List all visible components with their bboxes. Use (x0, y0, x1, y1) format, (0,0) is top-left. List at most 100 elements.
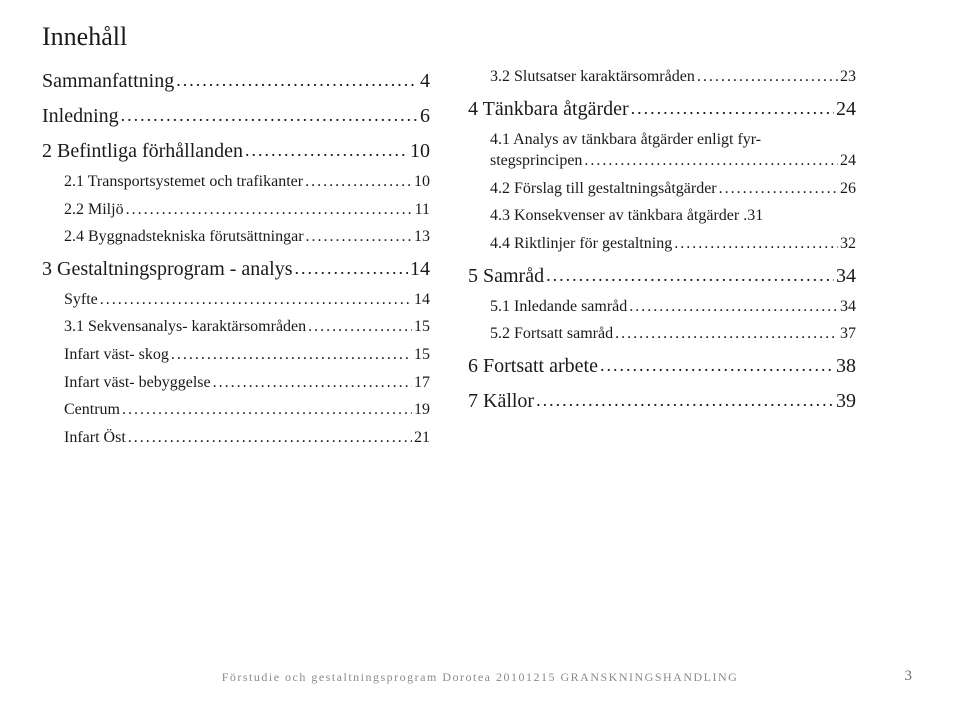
toc-entry: 5.1 Inledande samråd....................… (468, 296, 856, 318)
toc-entry-leader: ........................................… (584, 150, 838, 172)
toc-entry: Syfte...................................… (42, 289, 430, 311)
toc-entry-leader: ........................................… (122, 399, 412, 421)
toc-entry-label: Infart väst- bebyggelse (64, 372, 211, 394)
toc-entry: Inledning...............................… (42, 103, 430, 130)
toc-entry-leader: ........................................… (536, 388, 834, 412)
toc-entry-page: 14 (414, 289, 430, 311)
toc-entry-label: Infart Öst (64, 427, 126, 449)
toc-entry-page: 19 (414, 399, 430, 421)
toc-entry: Infart Öst..............................… (42, 427, 430, 449)
toc-entry-leader: ........................................… (295, 256, 409, 280)
toc-entry-label: 4 Tänkbara åtgärder (468, 96, 629, 123)
toc-entry-label: 3.1 Sekvensanalys- karaktärsområden (64, 316, 306, 338)
toc-entry-page: 11 (415, 199, 430, 221)
toc-entry-page: 24 (836, 96, 856, 123)
toc-entry: Centrum.................................… (42, 399, 430, 421)
toc-entry-page: 10 (414, 171, 430, 193)
toc-entry-label: stegsprincipen (490, 150, 582, 172)
toc-entry: 2.2 Miljö...............................… (42, 199, 430, 221)
toc-entry-label: 5 Samråd (468, 263, 544, 290)
toc-entry: Infart väst- skog.......................… (42, 344, 430, 366)
toc-entry-page: 32 (840, 233, 856, 255)
toc-entry: Sammanfattning..........................… (42, 68, 430, 95)
toc-entry-label: Syfte (64, 289, 98, 311)
toc-entry: 2 Befintliga förhållanden...............… (42, 138, 430, 165)
toc-columns: Sammanfattning..........................… (42, 60, 900, 450)
page-footer: Förstudie och gestaltningsprogram Dorote… (0, 670, 960, 685)
toc-entry: 4.1 Analys av tänkbara åtgärder enligt f… (468, 129, 856, 172)
toc-entry: Infart väst- bebyggelse.................… (42, 372, 430, 394)
toc-entry-label: Sammanfattning (42, 68, 174, 95)
toc-entry: 6 Fortsatt arbete.......................… (468, 353, 856, 380)
toc-entry-leader: ........................................… (305, 171, 412, 193)
toc-entry-page: 34 (836, 263, 856, 290)
toc-entry-label: 2.2 Miljö (64, 199, 124, 221)
toc-entry-leader: ........................................… (176, 68, 418, 92)
toc-column-left: Sammanfattning..........................… (42, 60, 430, 450)
toc-entry: 4.2 Förslag till gestaltningsåtgärder...… (468, 178, 856, 200)
toc-entry-page: 26 (840, 178, 856, 200)
toc-entry: 4 Tänkbara åtgärder.....................… (468, 96, 856, 123)
toc-entry-leader: ........................................… (100, 289, 412, 311)
toc-entry-label: 5.1 Inledande samråd (490, 296, 627, 318)
toc-entry-leader: ........................................… (615, 323, 838, 345)
toc-entry-leader: ........................................… (546, 263, 834, 287)
toc-title: Innehåll (42, 22, 900, 52)
toc-entry-label: 4.2 Förslag till gestaltningsåtgärder (490, 178, 717, 200)
toc-entry: 3 Gestaltningsprogram - analys..........… (42, 256, 430, 283)
toc-entry: 5.2 Fortsatt samråd.....................… (468, 323, 856, 345)
toc-entry-label: 4.4 Riktlinjer för gestaltning (490, 233, 672, 255)
toc-entry-page: 39 (836, 388, 856, 415)
toc-entry-label: 3.2 Slutsatser karaktärsområden (490, 66, 695, 88)
toc-entry-leader: ........................................… (128, 427, 412, 449)
toc-entry-page: 34 (840, 296, 856, 318)
toc-entry-leader: ........................................… (306, 226, 412, 248)
toc-entry-page: 38 (836, 353, 856, 380)
toc-entry-label: Infart väst- skog (64, 344, 169, 366)
toc-entry-leader: ........................................… (719, 178, 838, 200)
toc-entry: 4.3 Konsekvenser av tänkbara åtgärder.31 (468, 205, 856, 227)
toc-entry: 2.1 Transportsystemet och trafikanter...… (42, 171, 430, 193)
toc-entry-label: 7 Källor (468, 388, 534, 415)
toc-entry-label: 3 Gestaltningsprogram - analys (42, 256, 293, 283)
toc-entry-label: 2.4 Byggnadstekniska förutsättningar (64, 226, 304, 248)
toc-entry-page: 23 (840, 66, 856, 88)
toc-entry-leader: ........................................… (629, 296, 838, 318)
toc-entry: 2.4 Byggnadstekniska förutsättningar....… (42, 226, 430, 248)
toc-entry: 3.2 Slutsatser karaktärsområden.........… (468, 66, 856, 88)
toc-entry-page: 14 (410, 256, 430, 283)
toc-entry-continuation: stegsprincipen..........................… (490, 150, 856, 172)
toc-entry-page: 4 (420, 68, 430, 95)
toc-entry-leader: ........................................… (245, 138, 408, 162)
toc-entry: 3.1 Sekvensanalys- karaktärsområden.....… (42, 316, 430, 338)
toc-entry-page: 13 (414, 226, 430, 248)
toc-entry-leader: ........................................… (121, 103, 418, 127)
toc-entry-page: 6 (420, 103, 430, 130)
toc-entry-page: 21 (414, 427, 430, 449)
toc-entry-page: 37 (840, 323, 856, 345)
toc-entry-leader: ........................................… (308, 316, 412, 338)
toc-entry-label: 5.2 Fortsatt samråd (490, 323, 613, 345)
toc-entry-page: 24 (840, 150, 856, 172)
toc-entry-page: 15 (414, 316, 430, 338)
toc-entry-label: 2 Befintliga förhållanden (42, 138, 243, 165)
toc-entry-page: 17 (414, 372, 430, 394)
page: Innehåll Sammanfattning.................… (0, 0, 960, 707)
toc-entry-label: 2.1 Transportsystemet och trafikanter (64, 171, 303, 193)
toc-entry-leader: ........................................… (697, 66, 838, 88)
toc-column-right: 3.2 Slutsatser karaktärsområden.........… (468, 60, 856, 450)
toc-entry-leader: ........................................… (674, 233, 838, 255)
toc-entry-leader: ........................................… (126, 199, 413, 221)
footer-text: Förstudie och gestaltningsprogram Dorote… (222, 670, 739, 685)
toc-entry-label: 4.1 Analys av tänkbara åtgärder enligt f… (490, 129, 856, 151)
toc-entry-label: Inledning (42, 103, 119, 130)
toc-entry-leader: ........................................… (600, 353, 834, 377)
toc-entry: 7 Källor................................… (468, 388, 856, 415)
toc-entry-page: 10 (410, 138, 430, 165)
toc-entry-leader: ........................................… (171, 344, 412, 366)
toc-entry: 5 Samråd................................… (468, 263, 856, 290)
toc-entry: 4.4 Riktlinjer för gestaltning..........… (468, 233, 856, 255)
toc-entry-page: .31 (743, 205, 763, 227)
toc-entry-leader: ........................................… (213, 372, 412, 394)
footer-page-number: 3 (905, 668, 913, 685)
